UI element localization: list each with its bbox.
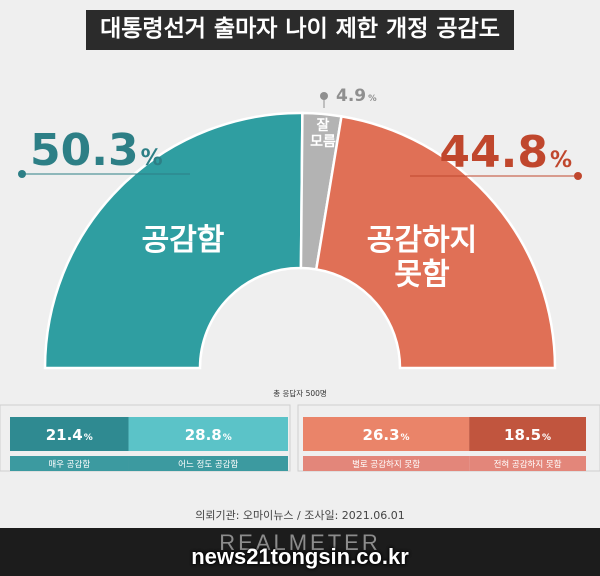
agree-bar-0 (10, 417, 129, 451)
value-label-unsure: 4.9% (336, 86, 377, 106)
slice-agree (43, 111, 304, 370)
slice-label-unsure: 잘 모름 (310, 118, 336, 150)
brand-logo: REALMETER (219, 530, 381, 555)
slice-label-agree: 공감함 (142, 223, 225, 258)
disagree-bar-1 (469, 417, 586, 451)
bottom-bar (0, 528, 600, 576)
survey-source: 의뢰기관: 오마이뉴스 / 조사일: 2021.06.01 (195, 509, 405, 522)
breakdown-bars: 21.4% 매우 공감함 28.8% 어느 정도 공감함 26.3% 별로 공감하지 못함… (0, 404, 600, 472)
agree-category-0: 매우 공감함 (48, 459, 90, 470)
slice-label-disagree: 공감하지 못함 (367, 223, 477, 293)
pie-callouts: 50.3% 44.8% 4.9% (18, 86, 582, 180)
agree-category-1: 어느 정도 공감함 (178, 459, 238, 470)
value-label-agree: 50.3% (30, 125, 163, 176)
agree-category-strip-1 (128, 456, 288, 471)
watermark: news21tongsin.co.kr (191, 544, 409, 569)
disagree-category-0: 별로 공감하지 못함 (352, 459, 420, 470)
respondents-note: 총 응답자 500명 (273, 388, 327, 398)
agree-value-1: 28.8% (185, 426, 232, 444)
value-label-unsure-dot (320, 92, 328, 100)
agree-bar-1 (128, 417, 288, 451)
disagree-category-strip-0 (303, 456, 470, 471)
agree-category-strip-0 (10, 456, 129, 471)
chart-title: 대통령선거 출마자 나이 제한 개정 공감도 (86, 10, 514, 50)
value-label-disagree: 44.8% (439, 127, 572, 178)
disagree-value-1: 18.5% (504, 426, 551, 444)
disagree-category-strip-1 (469, 456, 586, 471)
value-label-disagree-dot (574, 172, 582, 180)
title-wrap: 대통령선거 출마자 나이 제한 개정 공감도 (0, 10, 600, 50)
value-label-agree-dot (18, 170, 26, 178)
disagree-value-0: 26.3% (363, 426, 410, 444)
slice-disagree (314, 114, 557, 370)
disagree-bar-0 (303, 417, 470, 451)
disagree-category-1: 전혀 공감하지 못함 (494, 459, 562, 470)
agree-value-0: 21.4% (46, 426, 93, 444)
